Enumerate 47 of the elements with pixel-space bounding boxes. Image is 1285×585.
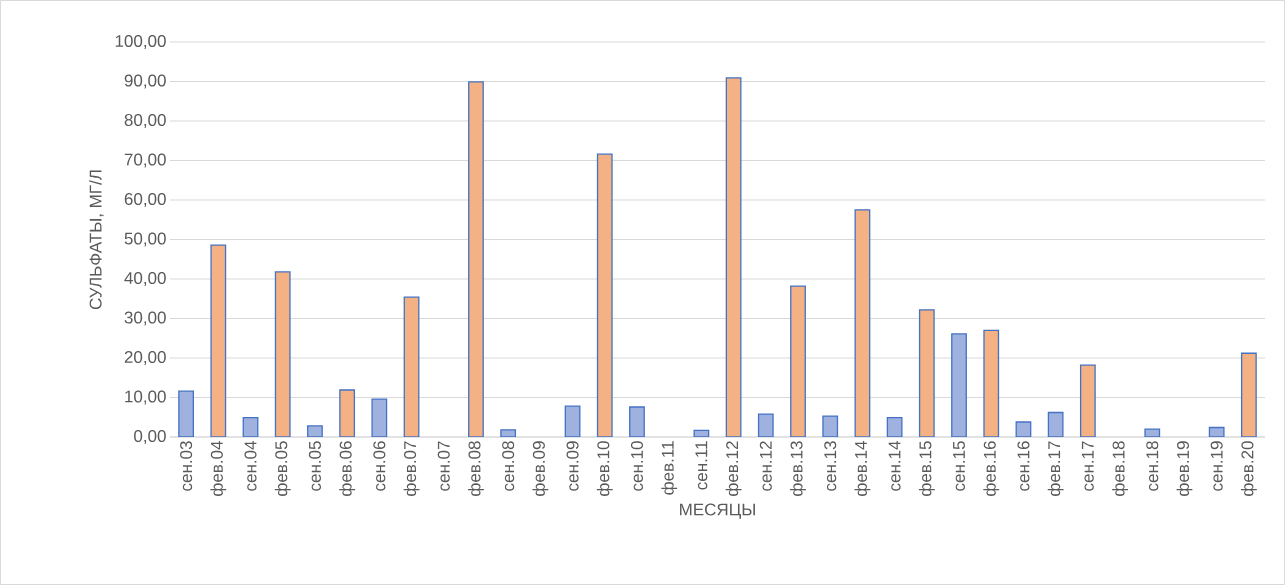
y-tick-label: 30,00 [124, 311, 166, 326]
x-tick-label: фев.04 [210, 441, 227, 496]
x-tick-label: сен.03 [180, 441, 193, 491]
y-tick-label: 50,00 [124, 232, 166, 247]
x-tick-label: сен.10 [630, 441, 643, 491]
x-tick-label: фев.16 [983, 441, 1000, 496]
x-tick-label: сен.11 [695, 441, 708, 490]
x-tick-label: фев.08 [468, 441, 484, 496]
y-tick-label: 80,00 [124, 113, 166, 129]
x-tick-label: фев.11 [661, 441, 678, 495]
x-tick-label: фев.10 [596, 441, 613, 496]
x-tick-label: фев.05 [274, 441, 291, 496]
x-tick-label: сен.15 [953, 441, 965, 491]
x-tick-label: фев.09 [532, 441, 549, 496]
x-tick-label: фев.19 [1176, 441, 1193, 496]
y-tick-label: 70,00 [124, 153, 166, 168]
x-tick-label: фев.15 [918, 441, 935, 496]
y-tick-label: 100,00 [115, 34, 166, 50]
y-tick-label: 10,00 [125, 390, 166, 405]
x-axis-title: МЕСЯЦЫ [680, 503, 755, 519]
y-tick-label: 40,00 [124, 271, 166, 287]
x-tick-label: сен.13 [824, 441, 837, 491]
x-tick-label: сен.04 [244, 441, 257, 491]
y-tick-label: 0,00 [134, 429, 166, 445]
x-tick-label: сен.19 [1210, 441, 1223, 491]
x-tick-label: сен.14 [888, 441, 901, 491]
x-tick-label: сен.09 [566, 441, 579, 491]
x-tick-label: фев.07 [403, 441, 420, 496]
x-tick-label: сен.12 [759, 441, 772, 491]
x-tick-label: фев.20 [1240, 441, 1257, 496]
x-tick-label: фев.17 [1047, 441, 1064, 496]
x-tick-label: фев.12 [725, 441, 742, 496]
x-tick-label: фев.13 [790, 441, 806, 496]
y-tick-label: 60,00 [124, 192, 166, 208]
x-tick-label: сен.05 [308, 441, 321, 491]
x-tick-label: фев.14 [854, 441, 871, 496]
x-tick-label: сен.18 [1146, 441, 1159, 491]
y-tick-label: 90,00 [124, 74, 166, 89]
x-tick-label: сен.06 [373, 441, 386, 491]
x-tick-label: сен.17 [1081, 441, 1094, 491]
y-tick-label: 20,00 [124, 350, 166, 366]
y-axis-title: СУЛЬФАТЫ, МГ/Л [89, 170, 104, 310]
x-tick-label: фев.18 [1112, 441, 1128, 496]
x-tick-label: фев.06 [339, 441, 356, 496]
x-tick-label: сен.07 [437, 441, 450, 491]
x-tick-label: сен.08 [502, 441, 515, 491]
x-tick-label: сен.16 [1017, 441, 1030, 491]
